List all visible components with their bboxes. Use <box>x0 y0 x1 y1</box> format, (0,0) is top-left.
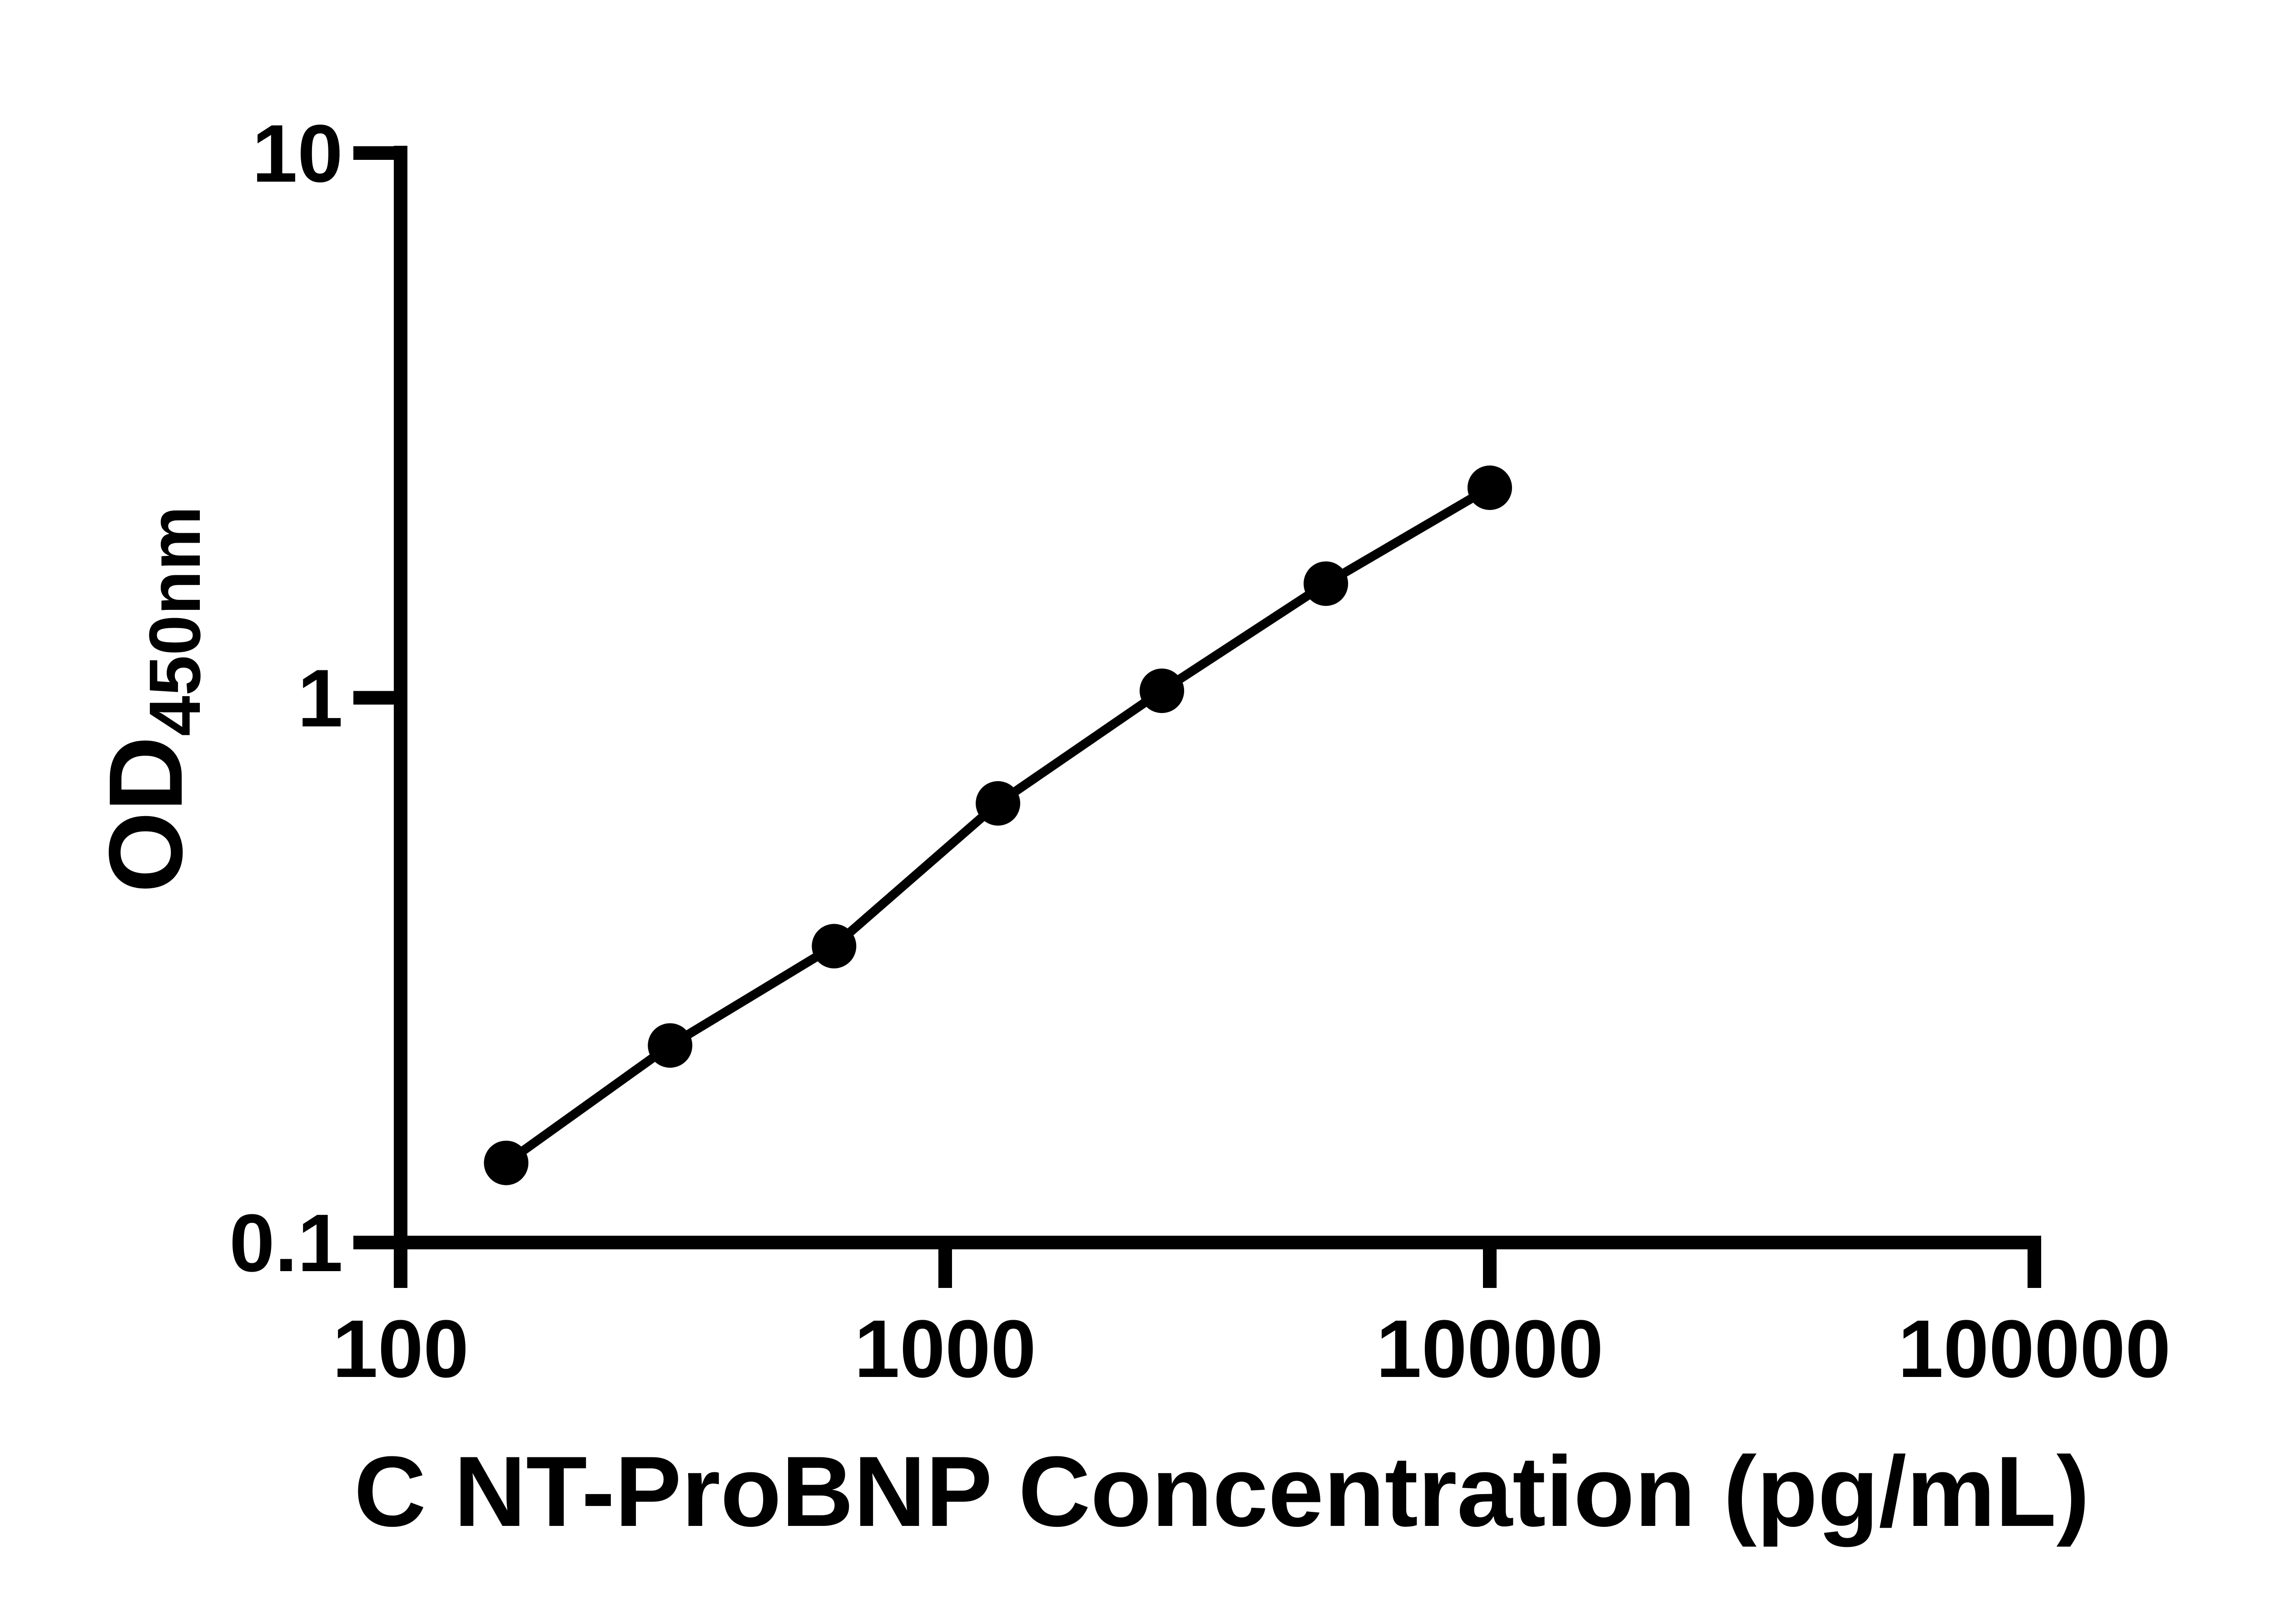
x-axis-tick-labels: 100 1000 10000 100000 <box>332 1303 2171 1395</box>
y-tick-label: 0.1 <box>229 1198 343 1289</box>
y-tick-label: 1 <box>298 653 343 744</box>
x-axis-title: C NT-ProBNP Concentration (pg/mL) <box>354 1436 2089 1547</box>
y-axis-title-subscript: 450nm <box>134 506 215 736</box>
x-tick-label: 1000 <box>854 1303 1036 1395</box>
y-tick-label: 10 <box>252 108 343 199</box>
x-tick-label: 100000 <box>1898 1303 2171 1395</box>
x-tick-label: 10000 <box>1376 1303 1604 1395</box>
data-point-marker <box>976 781 1021 826</box>
axes <box>394 146 2041 1249</box>
data-point-marker <box>1304 561 1349 606</box>
x-axis-ticks <box>394 1243 2041 1288</box>
data-point-marker <box>648 1023 693 1068</box>
x-tick-label: 100 <box>332 1303 469 1395</box>
data-point-marker <box>1140 668 1185 713</box>
data-point-marker <box>812 924 857 969</box>
y-axis-title: OD450nm <box>87 506 215 893</box>
data-series <box>484 465 1512 1185</box>
y-axis-tick-labels: 10 1 0.1 <box>229 108 343 1289</box>
data-point-marker <box>484 1140 529 1185</box>
y-axis-title-main: OD <box>87 736 204 893</box>
data-point-marker <box>1468 465 1512 510</box>
y-axis-ticks <box>353 146 401 1249</box>
